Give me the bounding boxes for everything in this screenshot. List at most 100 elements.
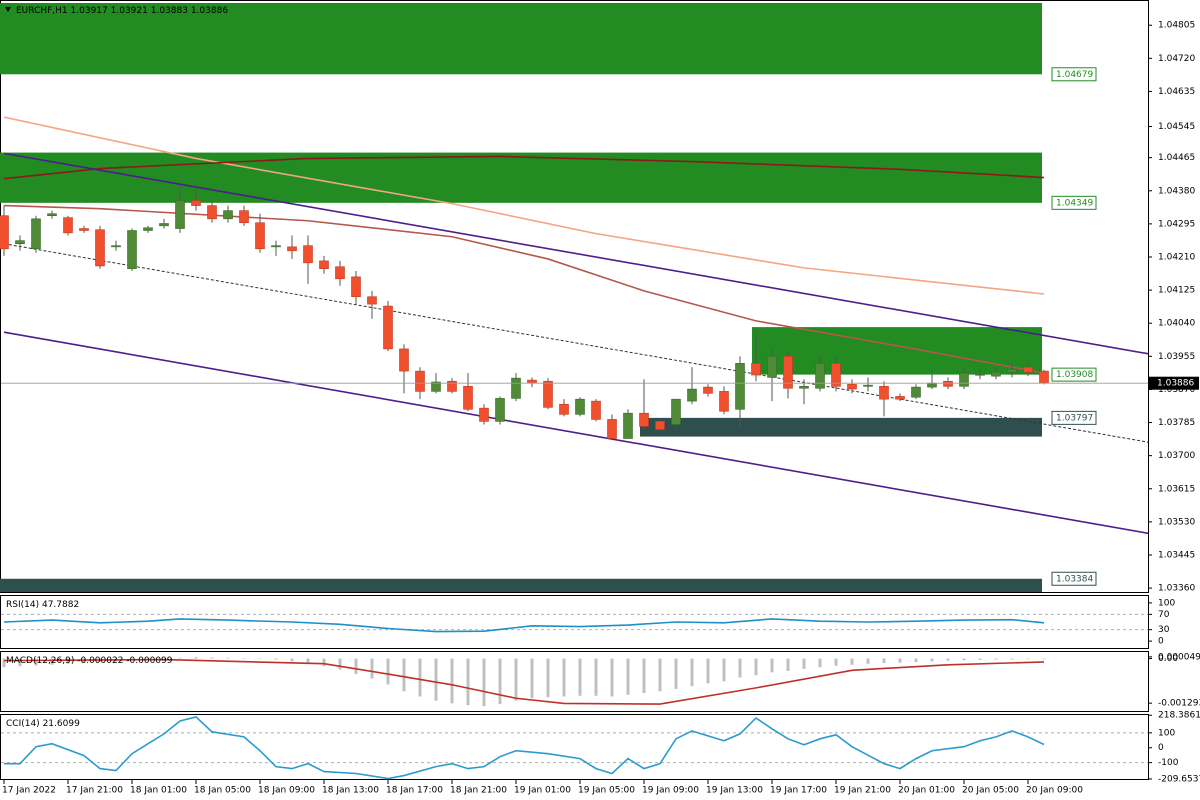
histogram-bar	[610, 658, 614, 697]
indicator-value: 21.6099	[43, 719, 80, 729]
candle-body	[0, 215, 9, 250]
candle-body	[207, 205, 217, 220]
level-label-box	[1051, 195, 1097, 210]
histogram-bar	[370, 658, 374, 679]
histogram-bar	[354, 658, 358, 675]
header-high: 1.03921	[111, 6, 148, 16]
indicator-name: MACD(12,26,9)	[6, 656, 74, 666]
candle-body	[255, 222, 265, 250]
candle-body	[655, 421, 665, 430]
y-tick-label: 1.04380	[1158, 186, 1195, 196]
signal-line	[3, 658, 1045, 705]
histogram-bar	[466, 658, 470, 706]
y-tick-label: 1.04805	[1158, 21, 1195, 31]
candle-body	[831, 363, 841, 387]
candle-body	[991, 371, 1001, 377]
candle-body	[63, 217, 73, 234]
candle-body	[159, 223, 169, 227]
candle-body	[543, 380, 553, 408]
y-tick-label: 1.03360	[1158, 584, 1195, 594]
histogram-bar	[258, 658, 262, 660]
candle-body	[959, 372, 969, 387]
candle-body	[1039, 370, 1049, 384]
level-label-box	[1051, 67, 1097, 82]
candle-body	[15, 240, 25, 245]
y-tick-label: -0.001293	[1158, 699, 1200, 709]
candle-body	[191, 200, 201, 206]
candle-body	[751, 363, 761, 376]
x-tick-label: 17 Jan 21:00	[66, 786, 123, 796]
x-tick-label: 19 Jan 01:00	[514, 786, 571, 796]
symbol: EURCHF,H1	[16, 6, 68, 16]
candle-body	[943, 380, 953, 387]
cci-frame	[0, 714, 1149, 780]
histogram-bar	[738, 658, 742, 678]
candle-body	[479, 407, 489, 422]
candle-body	[239, 210, 249, 224]
histogram-bar	[18, 658, 22, 667]
histogram-bar	[914, 658, 918, 663]
histogram-bar	[1026, 658, 1030, 660]
header-open: 1.03917	[71, 6, 108, 16]
histogram-bar	[898, 658, 902, 663]
candle-body	[703, 386, 713, 394]
x-tick-label: 18 Jan 17:00	[386, 786, 443, 796]
histogram-bar	[290, 658, 294, 662]
x-tick-label: 19 Jan 21:00	[834, 786, 891, 796]
candle-body	[31, 218, 41, 250]
x-tick-label: 20 Jan 01:00	[898, 786, 955, 796]
x-tick-label: 20 Jan 09:00	[1026, 786, 1083, 796]
level-label: 1.04349	[1056, 198, 1093, 208]
panel-title: RSI(14) 47.7882	[6, 600, 79, 610]
overlay: 1.04679 1.04349 1.03908 1.03797 1.03384 1.038…	[1, 67, 1199, 586]
histogram-bar	[178, 657, 182, 659]
y-tick-label: 1.03615	[1158, 484, 1195, 494]
candle-body	[927, 382, 937, 388]
histogram-bar	[66, 658, 70, 664]
y-tick-label: 1.04295	[1158, 219, 1195, 229]
candle-body	[847, 384, 857, 390]
panel-title: MACD(12,26,9) -0.000022 -0.000099	[6, 656, 173, 666]
rsi-frame	[0, 595, 1149, 649]
histogram-bar	[722, 658, 726, 682]
histogram-bar	[482, 658, 486, 707]
y-tick-label: 1.04210	[1158, 252, 1195, 262]
zone	[0, 578, 1042, 592]
frames	[0, 0, 1149, 780]
histogram-bar	[498, 658, 502, 705]
macd-value: -0.000022	[77, 656, 123, 666]
candle-body	[767, 356, 777, 378]
candle-body	[223, 210, 233, 220]
histogram-bar	[834, 658, 838, 666]
chart-header: EURCHF,H1 1.03917 1.03921 1.03883 1.0388…	[16, 6, 228, 16]
candle-body	[879, 386, 889, 400]
candle-body	[79, 228, 89, 231]
histogram-bar	[626, 658, 630, 695]
candle-body	[335, 266, 345, 280]
candle-body	[911, 386, 921, 398]
header-low: 1.03883	[151, 6, 188, 16]
histogram-bar	[802, 658, 806, 669]
candle-body	[351, 276, 361, 298]
x-tick-label: 19 Jan 17:00	[770, 786, 827, 796]
y-tick-label: 0	[1158, 743, 1164, 753]
candle-body	[415, 370, 425, 392]
candle-body	[303, 245, 313, 264]
histogram-bar	[50, 658, 54, 665]
histogram-bar	[866, 658, 870, 664]
histogram-bar	[530, 658, 534, 699]
level-label: 1.04679	[1056, 70, 1093, 80]
candle-body	[319, 260, 329, 269]
y-tick-label: 0	[1158, 637, 1164, 647]
level-label-box	[1051, 367, 1097, 382]
y-tick-label: 1.04125	[1158, 286, 1195, 296]
level-label-box	[1051, 571, 1097, 586]
x-tick-label: 19 Jan 13:00	[706, 786, 763, 796]
candle-body	[127, 230, 137, 269]
level-label: 1.03797	[1056, 413, 1093, 423]
candle-body	[607, 419, 617, 439]
candle-body	[47, 213, 57, 216]
panel-title: CCI(14) 21.6099	[6, 719, 80, 729]
x-tick-label: 18 Jan 09:00	[258, 786, 315, 796]
